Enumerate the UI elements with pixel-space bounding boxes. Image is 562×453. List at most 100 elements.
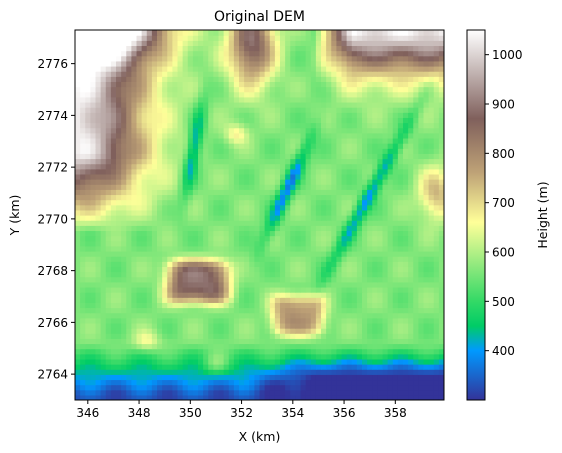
dem-cell — [239, 235, 245, 242]
dem-cell — [305, 189, 312, 196]
dem-cell — [151, 194, 158, 201]
dem-cell — [372, 60, 378, 67]
dem-cell — [75, 292, 81, 298]
dem-cell — [408, 266, 414, 273]
dem-cell — [433, 322, 440, 329]
dem-cell — [136, 343, 143, 350]
dem-cell — [367, 302, 373, 309]
dem-cell — [264, 230, 271, 237]
dem-cell — [95, 271, 102, 278]
dem-cell — [290, 266, 296, 273]
dem-cell — [413, 91, 419, 98]
dem-cell — [387, 292, 394, 298]
dem-cell — [244, 266, 250, 273]
dem-cell — [218, 215, 225, 221]
dem-cell — [397, 173, 404, 180]
dem-cell — [300, 322, 307, 329]
dem-cell — [85, 394, 91, 400]
dem-cell — [233, 322, 240, 329]
dem-cell — [177, 343, 184, 350]
dem-cell — [326, 189, 332, 196]
dem-cell — [95, 256, 102, 262]
dem-cell — [80, 312, 86, 319]
dem-cell — [187, 338, 194, 345]
dem-cell — [75, 230, 81, 237]
dem-cell — [90, 307, 97, 314]
dem-cell — [264, 384, 271, 391]
dem-cell — [182, 215, 189, 221]
dem-cell — [203, 256, 209, 262]
dem-cell — [362, 179, 368, 185]
dem-cell — [223, 132, 230, 139]
dem-cell — [136, 173, 143, 180]
dem-cell — [228, 338, 235, 345]
dem-cell — [362, 107, 368, 113]
dem-cell — [408, 132, 414, 139]
dem-cell — [85, 163, 91, 170]
dem-cell — [131, 96, 138, 103]
dem-cell — [428, 55, 435, 62]
dem-cell — [80, 389, 86, 396]
dem-cell — [177, 107, 184, 113]
dem-cell — [408, 163, 414, 170]
dem-cell — [233, 101, 240, 108]
dem-cell — [259, 369, 266, 375]
dem-cell — [151, 153, 158, 160]
dem-cell — [187, 235, 194, 242]
dem-cell — [249, 215, 255, 221]
dem-cell — [305, 184, 312, 190]
dem-cell — [177, 168, 184, 175]
dem-cell — [187, 281, 194, 288]
dem-cell — [418, 220, 425, 226]
dem-cell — [305, 286, 312, 293]
dem-cell — [131, 220, 138, 226]
dem-cell — [198, 348, 204, 355]
dem-cell — [110, 184, 117, 190]
dem-cell — [228, 266, 235, 273]
dem-cell — [305, 292, 312, 298]
dem-cell — [433, 173, 440, 180]
dem-cell — [397, 276, 404, 283]
dem-cell — [356, 50, 363, 57]
dem-cell — [362, 343, 368, 350]
dem-cell — [146, 358, 153, 365]
dem-cell — [131, 379, 138, 386]
dem-cell — [239, 328, 245, 334]
dem-cell — [362, 348, 368, 355]
dem-cell — [162, 353, 168, 360]
dem-cell — [208, 256, 214, 262]
dem-cell — [362, 322, 368, 329]
dem-cell — [146, 338, 153, 345]
dem-cell — [172, 353, 179, 360]
dem-cell — [326, 292, 332, 298]
dem-cell — [121, 194, 127, 201]
dem-cell — [146, 230, 153, 237]
dem-cell — [428, 235, 435, 242]
dem-cell — [218, 322, 225, 329]
dem-cell — [259, 348, 266, 355]
dem-cell — [418, 71, 425, 77]
dem-cell — [362, 297, 368, 303]
dem-cell — [433, 364, 440, 370]
dem-cell — [387, 225, 394, 232]
dem-cell — [362, 369, 368, 375]
dem-cell — [408, 215, 414, 221]
dem-cell — [151, 281, 158, 288]
dem-cell — [397, 81, 404, 88]
dem-cell — [346, 271, 353, 278]
dem-cell — [187, 292, 194, 298]
dem-cell — [295, 276, 302, 283]
dem-cell — [346, 184, 353, 190]
dem-cell — [326, 215, 332, 221]
dem-cell — [223, 199, 230, 206]
dem-cell — [331, 389, 337, 396]
dem-cell — [80, 194, 86, 201]
dem-cell — [336, 101, 343, 108]
dem-cell — [413, 394, 419, 400]
dem-cell — [100, 384, 107, 391]
dem-cell — [198, 153, 204, 160]
dem-cell — [223, 317, 230, 324]
dem-cell — [428, 348, 435, 355]
dem-cell — [310, 369, 317, 375]
dem-cell — [290, 220, 296, 226]
